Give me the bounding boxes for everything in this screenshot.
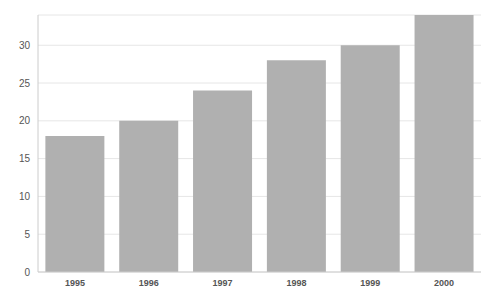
svg-text:10: 10 <box>19 191 31 202</box>
svg-text:1998: 1998 <box>286 278 306 288</box>
svg-text:1996: 1996 <box>139 278 159 288</box>
svg-text:2000: 2000 <box>434 278 454 288</box>
svg-text:20: 20 <box>19 115 31 126</box>
svg-text:5: 5 <box>24 229 30 240</box>
svg-text:30: 30 <box>19 40 31 51</box>
svg-text:1995: 1995 <box>65 278 85 288</box>
svg-text:25: 25 <box>19 78 31 89</box>
svg-text:1997: 1997 <box>213 278 233 288</box>
svg-text:0: 0 <box>24 267 30 278</box>
svg-text:15: 15 <box>19 153 31 164</box>
svg-text:1999: 1999 <box>360 278 380 288</box>
